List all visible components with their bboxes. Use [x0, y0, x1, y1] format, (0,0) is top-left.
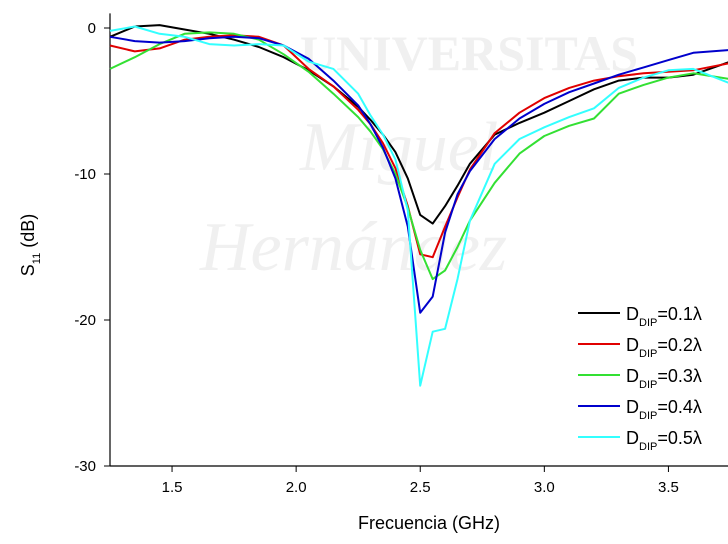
x-tick-label: 3.5 — [658, 479, 679, 496]
legend-label: DDIP=0.1λ — [626, 304, 702, 329]
legend-label: DDIP=0.3λ — [626, 366, 702, 391]
legend-bg — [574, 361, 728, 392]
watermark: UNIVERSITAS — [300, 25, 638, 81]
y-axis-label: S11 (dB) — [18, 214, 43, 276]
watermark: Hernández — [199, 209, 507, 286]
legend-bg — [574, 392, 728, 423]
y-tick-label: 0 — [88, 20, 96, 37]
y-tick-label: -20 — [74, 312, 96, 329]
series-line — [109, 25, 728, 387]
x-tick-label: 1.5 — [162, 479, 183, 496]
y-tick-label: -30 — [74, 458, 96, 475]
series-line — [109, 24, 728, 225]
x-axis-label: Frecuencia (GHz) — [358, 513, 500, 533]
legend-label: DDIP=0.4λ — [626, 397, 702, 422]
legend-label: DDIP=0.2λ — [626, 335, 702, 360]
x-tick-label: 2.0 — [286, 479, 307, 496]
legend-label: DDIP=0.5λ — [626, 428, 702, 453]
legend-bg — [574, 299, 728, 330]
series-line — [109, 31, 728, 281]
series-line — [109, 35, 728, 314]
x-tick-label: 3.0 — [534, 479, 555, 496]
y-tick-label: -10 — [74, 166, 96, 183]
legend-bg — [574, 330, 728, 361]
legend-bg — [574, 423, 728, 454]
x-tick-label: 2.5 — [410, 479, 431, 496]
